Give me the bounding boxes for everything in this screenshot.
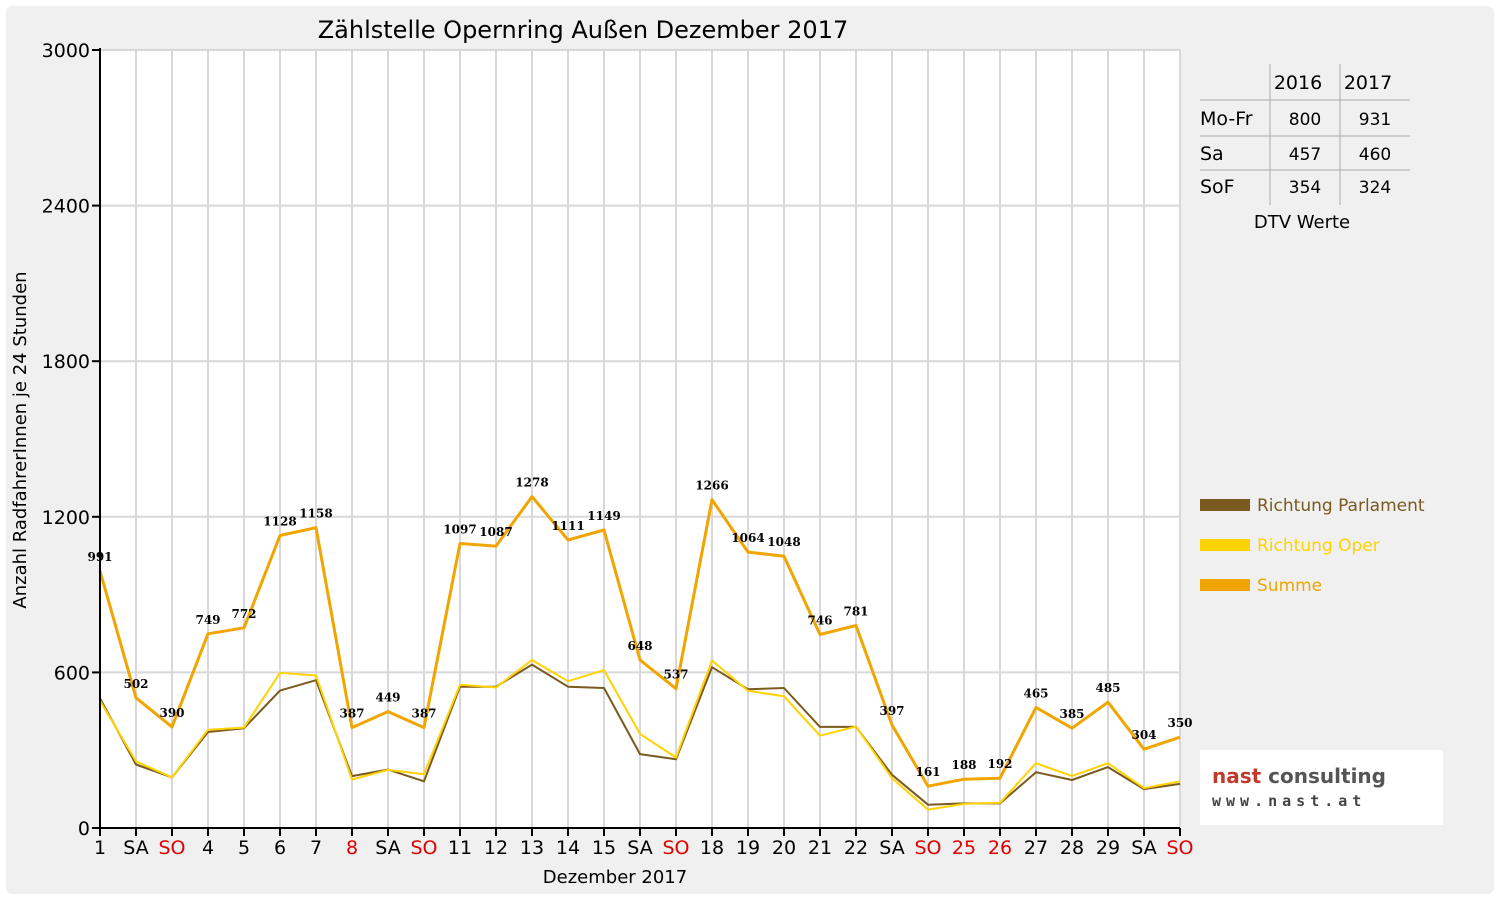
logo-url: www.nast.at — [1212, 792, 1366, 810]
chart-title: Zählstelle Opernring Außen Dezember 2017 — [318, 16, 849, 44]
legend-label: Summe — [1257, 576, 1322, 596]
x-tick-label: 14 — [556, 837, 580, 859]
x-tick-label: SA — [1131, 837, 1156, 859]
dtv-cell: 931 — [1359, 110, 1391, 130]
dtv-header-2016: 2016 — [1274, 72, 1322, 94]
y-tick-label: 3000 — [42, 40, 90, 62]
data-label: 1128 — [263, 514, 296, 528]
x-tick-label: 7 — [310, 837, 322, 859]
data-label: 502 — [123, 677, 148, 691]
x-tick-label: 15 — [592, 837, 616, 859]
legend-label: Richtung Parlament — [1257, 496, 1425, 516]
dtv-caption: DTV Werte — [1254, 212, 1350, 233]
dtv-cell: 354 — [1289, 178, 1321, 198]
x-tick-label: SA — [879, 837, 904, 859]
x-tick-label: SO — [1166, 837, 1193, 859]
dtv-header-2017: 2017 — [1344, 72, 1392, 94]
data-label: 1149 — [587, 509, 620, 523]
x-tick-label: 25 — [952, 837, 976, 859]
data-label: 387 — [411, 707, 436, 721]
y-tick-label: 1800 — [42, 351, 90, 373]
x-tick-label: SO — [662, 837, 689, 859]
x-tick-label: 26 — [988, 837, 1012, 859]
dtv-cell: 457 — [1289, 145, 1321, 165]
dtv-cell: 800 — [1289, 110, 1321, 130]
legend-swatch — [1200, 579, 1250, 591]
x-tick-label: 4 — [202, 837, 214, 859]
data-label: 192 — [987, 757, 1012, 771]
x-tick-label: 13 — [520, 837, 544, 859]
x-tick-label: SA — [123, 837, 148, 859]
x-tick-label: 21 — [808, 837, 832, 859]
x-tick-label: 20 — [772, 837, 796, 859]
logo-word-consulting: consulting — [1268, 764, 1386, 788]
x-tick-label: 5 — [238, 837, 250, 859]
y-tick-label: 600 — [54, 662, 90, 684]
logo-word-nast: nast — [1212, 764, 1268, 788]
data-label: 485 — [1095, 681, 1120, 695]
dtv-table: 2016 2017 Mo-Fr 800 931 Sa 457 460 SoF 3… — [1200, 64, 1410, 233]
x-tick-label: SA — [375, 837, 400, 859]
y-axis-label: Anzahl RadfahrerInnen je 24 Stunden — [10, 271, 31, 608]
dtv-cell: 324 — [1359, 178, 1391, 198]
x-tick-label: 19 — [736, 837, 760, 859]
data-label: 449 — [375, 691, 400, 705]
data-label: 537 — [663, 668, 688, 682]
company-logo: nast consulting www.nast.at — [1200, 750, 1443, 825]
x-tick-label: 11 — [448, 837, 472, 859]
data-label: 1087 — [479, 525, 512, 539]
data-label: 385 — [1059, 707, 1084, 721]
data-label: 772 — [231, 607, 256, 621]
logo-wordmark: nast consulting — [1212, 764, 1386, 788]
data-label: 387 — [339, 707, 364, 721]
data-label: 1097 — [443, 523, 476, 537]
dtv-row-label: SoF — [1200, 176, 1235, 198]
x-tick-label: 1 — [94, 837, 106, 859]
x-tick-label: 27 — [1024, 837, 1048, 859]
dtv-row-label: Mo-Fr — [1200, 108, 1253, 130]
y-tick-label: 0 — [78, 818, 90, 840]
data-label: 1266 — [695, 479, 728, 493]
legend: Richtung Parlament Richtung Oper Summe — [1200, 496, 1425, 596]
data-label: 1158 — [299, 507, 332, 521]
x-tick-label: 29 — [1096, 837, 1120, 859]
dtv-cell: 460 — [1359, 145, 1391, 165]
data-label: 304 — [1131, 728, 1156, 742]
y-tick-label: 2400 — [42, 196, 90, 218]
y-tick-label: 1200 — [42, 507, 90, 529]
grid-lines — [100, 50, 1180, 828]
data-label: 749 — [195, 613, 220, 627]
data-label: 991 — [87, 550, 112, 564]
data-label: 465 — [1023, 686, 1048, 700]
legend-label: Richtung Oper — [1257, 536, 1380, 556]
legend-swatch — [1200, 539, 1250, 551]
x-tick-label: 28 — [1060, 837, 1084, 859]
x-axis-label: Dezember 2017 — [543, 867, 687, 888]
data-label: 188 — [951, 758, 976, 772]
x-tick-label: SA — [627, 837, 652, 859]
x-tick-label: 22 — [844, 837, 868, 859]
data-label: 781 — [843, 604, 868, 618]
data-label: 1278 — [515, 476, 548, 490]
data-label: 1111 — [551, 519, 584, 533]
x-tick-label: 6 — [274, 837, 286, 859]
data-label: 390 — [159, 706, 184, 720]
x-tick-label: 18 — [700, 837, 724, 859]
legend-swatch — [1200, 499, 1250, 511]
x-tick-label: 8 — [346, 837, 358, 859]
data-label: 397 — [879, 704, 904, 718]
data-label: 1064 — [731, 531, 764, 545]
x-tick-label: SO — [914, 837, 941, 859]
data-label: 350 — [1167, 716, 1192, 730]
data-label: 1048 — [767, 535, 800, 549]
data-label: 746 — [807, 614, 832, 628]
x-tick-label: SO — [410, 837, 437, 859]
data-label: 161 — [915, 765, 940, 779]
data-label: 648 — [627, 639, 652, 653]
dtv-row-label: Sa — [1200, 143, 1224, 165]
x-tick-label: 12 — [484, 837, 508, 859]
x-tick-label: SO — [158, 837, 185, 859]
